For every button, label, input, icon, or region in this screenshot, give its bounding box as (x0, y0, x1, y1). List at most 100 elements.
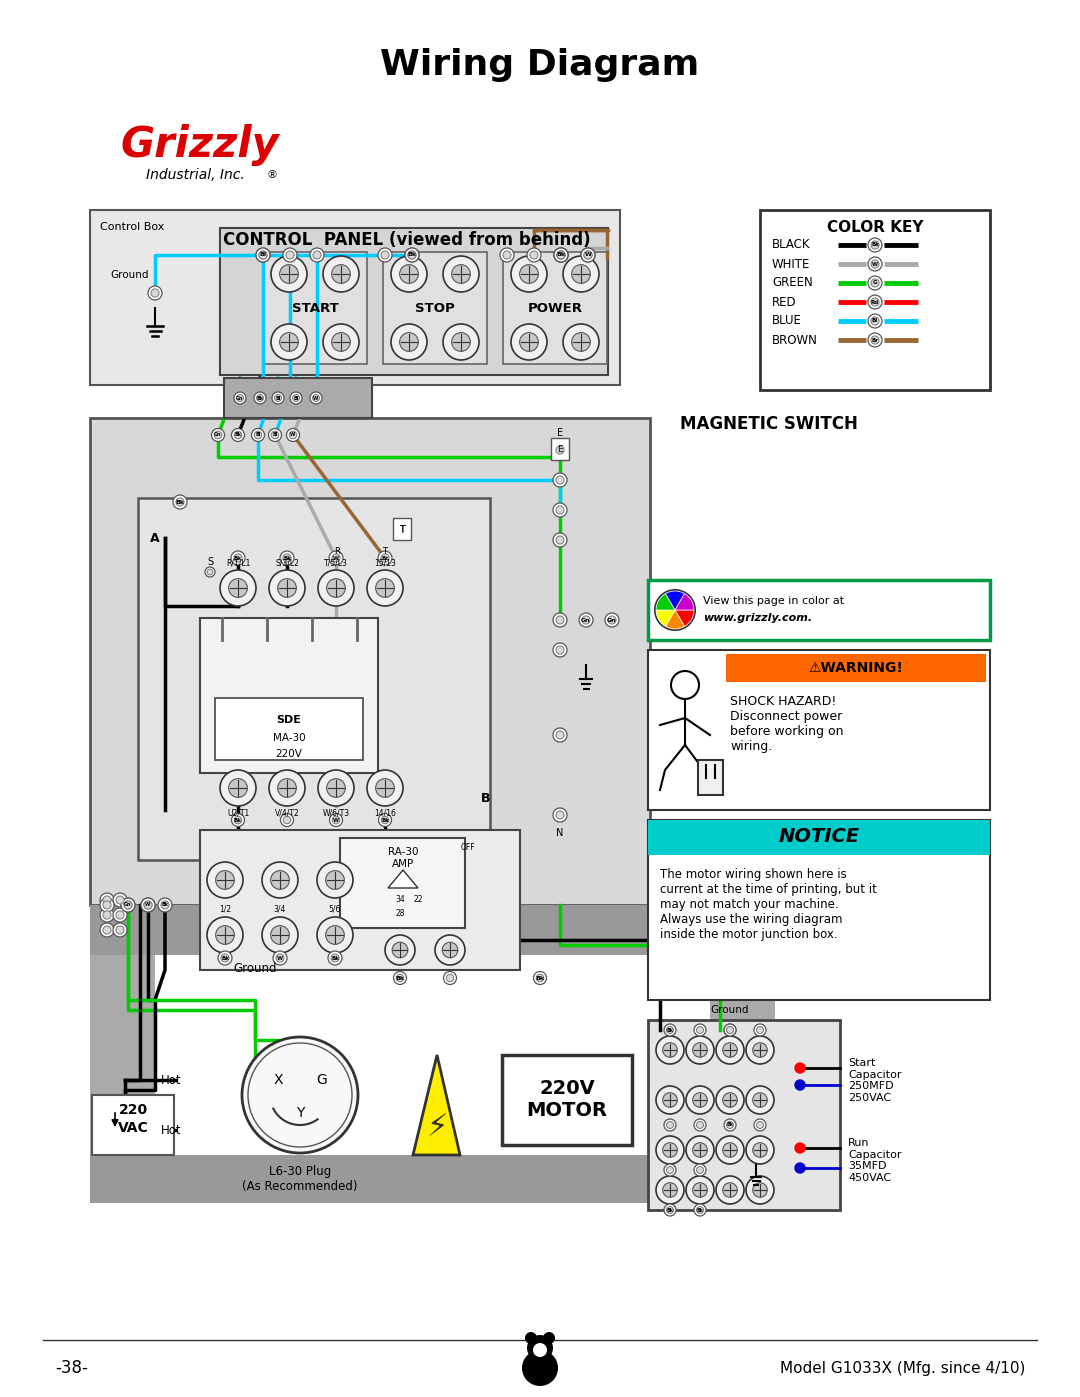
Bar (90, 418, 650, 905)
Circle shape (271, 870, 289, 890)
Circle shape (256, 249, 270, 263)
Circle shape (310, 393, 322, 404)
Text: Wiring Diagram: Wiring Diagram (380, 47, 700, 82)
Circle shape (216, 870, 234, 890)
Circle shape (446, 974, 454, 982)
Bar (393, 518, 411, 541)
Text: Gn: Gn (214, 433, 221, 437)
Text: Run
Capacitor
35MFD
450VAC: Run Capacitor 35MFD 450VAC (848, 1139, 902, 1183)
Circle shape (723, 1092, 738, 1108)
Circle shape (753, 1143, 767, 1157)
Circle shape (207, 862, 243, 898)
Circle shape (723, 1042, 738, 1058)
Text: Bk: Bk (221, 956, 229, 961)
Bar (710, 956, 775, 1175)
Text: Gn: Gn (607, 617, 617, 623)
Circle shape (443, 256, 480, 292)
Circle shape (326, 778, 346, 798)
Text: VAC: VAC (118, 1120, 148, 1134)
Circle shape (557, 251, 565, 258)
Circle shape (100, 893, 114, 907)
Text: BLACK: BLACK (772, 239, 810, 251)
Circle shape (554, 249, 568, 263)
Circle shape (328, 951, 342, 965)
Text: BROWN: BROWN (772, 334, 818, 346)
Circle shape (220, 770, 256, 806)
Text: Hot: Hot (161, 1073, 183, 1087)
Circle shape (753, 1092, 767, 1108)
Circle shape (333, 816, 340, 824)
Text: Bk: Bk (697, 1207, 703, 1213)
Circle shape (381, 816, 389, 824)
Circle shape (318, 570, 354, 606)
Text: Ground: Ground (111, 270, 149, 279)
Circle shape (664, 1119, 676, 1132)
Circle shape (663, 1092, 677, 1108)
Text: T: T (400, 525, 405, 535)
Circle shape (103, 926, 111, 935)
Circle shape (234, 432, 242, 439)
Bar (551, 439, 569, 460)
Text: E: E (557, 427, 563, 439)
Circle shape (716, 1136, 744, 1164)
Circle shape (746, 1176, 774, 1204)
Circle shape (103, 901, 111, 909)
Text: Bl: Bl (872, 319, 878, 324)
Circle shape (554, 249, 568, 263)
Circle shape (554, 249, 568, 263)
Circle shape (697, 1166, 703, 1173)
Text: START: START (292, 302, 338, 314)
Circle shape (400, 264, 418, 284)
Circle shape (207, 569, 213, 576)
Circle shape (405, 249, 419, 263)
Circle shape (664, 1204, 676, 1215)
Circle shape (511, 324, 546, 360)
Circle shape (376, 578, 394, 598)
Circle shape (724, 1119, 735, 1132)
Circle shape (242, 1037, 357, 1153)
Bar (90, 210, 620, 386)
Circle shape (141, 898, 156, 912)
Text: Bk: Bk (727, 1123, 733, 1127)
Circle shape (527, 1336, 553, 1361)
Text: S: S (207, 557, 213, 567)
Text: SDE: SDE (276, 715, 301, 725)
Circle shape (694, 1204, 706, 1215)
Circle shape (318, 862, 353, 898)
Text: 15/13: 15/13 (374, 559, 396, 569)
Circle shape (312, 394, 320, 401)
Bar (220, 228, 608, 374)
Circle shape (367, 570, 403, 606)
Circle shape (686, 1136, 714, 1164)
Circle shape (400, 332, 418, 352)
Circle shape (376, 778, 394, 798)
Circle shape (323, 256, 359, 292)
Text: Hot: Hot (161, 1123, 183, 1137)
Circle shape (100, 923, 114, 937)
Circle shape (556, 616, 564, 624)
Circle shape (663, 1042, 677, 1058)
Text: W: W (146, 902, 151, 908)
Text: R/1/L1: R/1/L1 (226, 559, 251, 569)
Circle shape (605, 613, 619, 627)
Circle shape (756, 1027, 764, 1034)
Circle shape (656, 1136, 684, 1164)
Text: Bk: Bk (162, 902, 168, 908)
Bar (340, 838, 465, 928)
Circle shape (234, 393, 246, 404)
Bar (215, 698, 363, 760)
Circle shape (746, 1136, 774, 1164)
Text: GREEN: GREEN (772, 277, 813, 289)
Circle shape (276, 954, 284, 963)
Circle shape (556, 446, 564, 454)
Circle shape (332, 332, 350, 352)
Circle shape (229, 578, 247, 598)
Circle shape (656, 1037, 684, 1065)
Circle shape (716, 1176, 744, 1204)
Circle shape (207, 916, 243, 953)
Circle shape (553, 503, 567, 517)
Circle shape (530, 251, 538, 258)
Circle shape (754, 1024, 766, 1037)
Circle shape (283, 249, 297, 263)
Circle shape (534, 971, 546, 985)
